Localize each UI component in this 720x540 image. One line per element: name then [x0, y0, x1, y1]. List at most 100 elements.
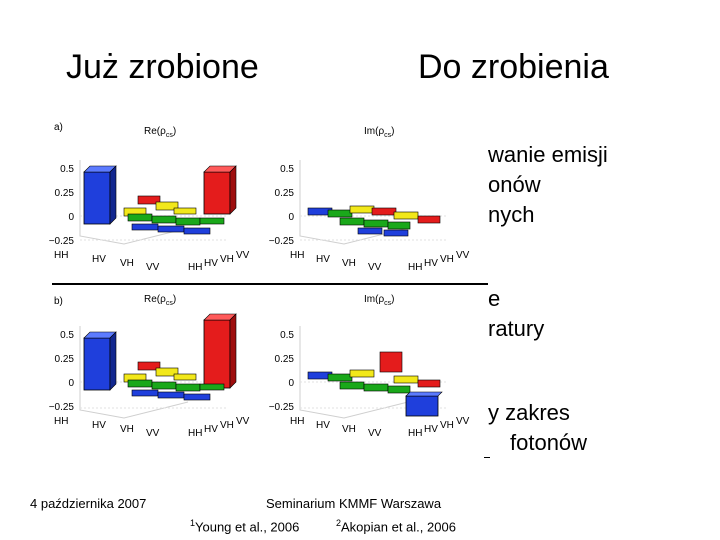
heading-todo: Do zrobienia — [418, 48, 609, 86]
figure-b-im-tick: −0.25 — [269, 402, 295, 413]
figure-a-re-tick: −0.25 — [49, 236, 75, 247]
figure-a-re-axis-label: HV — [92, 254, 106, 265]
bar-blue-side — [109, 331, 117, 391]
figure-b-re-tick: 0.5 — [60, 330, 74, 341]
figure-a-re-axis-label: HH — [54, 250, 68, 261]
bar-blue-small — [183, 393, 211, 401]
bar-red-side — [229, 313, 237, 389]
bar-red — [203, 319, 231, 389]
figure-b-re-axis-label: HH — [54, 416, 68, 427]
right-text-line-4: e — [488, 286, 501, 311]
bar-yellow — [173, 373, 197, 381]
bar-green — [151, 215, 177, 224]
figure-b-re-axis-label: VH — [120, 424, 134, 435]
figure-a-im-tick: 0.5 — [280, 164, 294, 175]
bar-blue-small — [131, 223, 159, 231]
figure-b-im-tick: 0.5 — [280, 330, 294, 341]
figure-a-re-axis-label: VV — [146, 262, 160, 273]
figure-b-re-depth-label: HV — [204, 424, 218, 435]
bar-green — [339, 381, 365, 390]
figure-a-re-axis-label: VH — [120, 258, 134, 269]
bar-blue — [83, 337, 111, 391]
figure-b-re-depth-label: VV — [236, 416, 250, 427]
footer-ref-1: 1Young et al., 2006 — [190, 518, 300, 535]
figure-b-im-title: Im(ρcs) — [364, 294, 394, 307]
bar-yellow — [349, 205, 375, 214]
figure-b-re-plot: 0.5 0.25 0 −0.25 HH HV VH VV HH — [49, 313, 250, 439]
figure-a-im-tick: 0 — [288, 212, 294, 223]
figure-b-im-axis-label: HH — [290, 416, 304, 427]
figure-b-re-tick: −0.25 — [49, 402, 75, 413]
bar-blue — [405, 395, 439, 417]
right-text-line-6: y zakres — [488, 400, 570, 425]
bar-blue — [83, 171, 111, 225]
bar-green — [127, 379, 153, 388]
bar-green — [199, 383, 225, 391]
bar-green — [339, 217, 365, 226]
small-dash — [484, 457, 490, 458]
figure-divider — [52, 283, 488, 285]
figure-a-im-title: Im(ρcs) — [364, 126, 394, 139]
bar-green — [327, 209, 353, 218]
bar-red-small — [417, 379, 441, 388]
figure-a-im-depth-label: VH — [440, 254, 454, 265]
figure-b-re-tick: 0 — [68, 378, 74, 389]
figure-b-svg: b) Re(ρcs) Im(ρcs) 0.5 0.25 0 −0.25 — [49, 294, 470, 439]
bar-red-small — [379, 351, 403, 373]
right-text-line-5: ratury — [488, 316, 545, 341]
bar-red-small — [137, 195, 161, 205]
right-text-line-7: fotonów — [510, 430, 588, 455]
figure-a-re-depth-label: VH — [220, 254, 234, 265]
bar-green — [387, 221, 411, 230]
figure-b-im-depth-label: VV — [456, 416, 470, 427]
figure-b-im-tick: 0.25 — [275, 354, 295, 365]
figure-a-im-plot: 0.5 0.25 0 −0.25 HH HV VH VV HH HV VH VV — [269, 160, 470, 273]
bar-blue-small — [183, 227, 211, 235]
bar-green — [387, 385, 411, 394]
footer-seminar: Seminarium KMMF Warszawa — [266, 496, 442, 511]
bar-green — [363, 383, 389, 392]
figure-b-im-depth-label: HH — [408, 428, 422, 439]
figure-b-im-axis-label: VH — [342, 424, 356, 435]
figure-a-im-depth-label: VV — [456, 250, 470, 261]
figure-b-im-axis-label: HV — [316, 420, 330, 431]
figure-a-re-tick: 0.5 — [60, 164, 74, 175]
figure-a-re-plot: 0.5 0.25 0 −0.25 HH HV VH VV HH — [49, 160, 250, 273]
bar-yellow — [155, 367, 179, 377]
figure-a: a) Re(ρcs) Im(ρcs) 0.5 0.25 0 −0.25 — [28, 112, 480, 280]
figure-b-im-depth-label: HV — [424, 424, 438, 435]
figure-b-re-depth-label: VH — [220, 420, 234, 431]
right-text-line-3: nych — [488, 202, 535, 227]
figure-b-re-axis-label: HV — [92, 420, 106, 431]
figure-b-im-tick: 0 — [288, 378, 294, 389]
bar-yellow — [155, 201, 179, 211]
figure-a-svg: a) Re(ρcs) Im(ρcs) 0.5 0.25 0 −0.25 — [49, 122, 470, 273]
right-text-line-1: wanie emisji — [488, 142, 608, 167]
figure-a-im-depth-label: HH — [408, 262, 422, 273]
right-text-line-2: onów — [488, 172, 541, 197]
bar-green — [175, 217, 201, 226]
heading-done: Już zrobione — [66, 48, 259, 86]
bar-blue-small — [131, 389, 159, 397]
footer-date: 4 października 2007 — [30, 496, 147, 511]
bar-yellow — [393, 375, 419, 384]
figure-b-label: b) — [54, 296, 63, 307]
figure-b-re-depth-label: HH — [188, 428, 202, 439]
figure-a-re-tick: 0.25 — [55, 188, 75, 199]
footer-ref-2: 2Akopian et al., 2006 — [336, 518, 456, 535]
bar-red — [203, 171, 231, 215]
figure-b-re-title: Re(ρcs) — [144, 294, 176, 307]
bar-yellow — [393, 211, 419, 220]
figure-a-im-axis-label: HV — [316, 254, 330, 265]
figure-a-im-tick: 0.25 — [275, 188, 295, 199]
figure-a-im-depth-label: HV — [424, 258, 438, 269]
bar-green — [151, 381, 177, 390]
figure-a-im-axis-label: VV — [368, 262, 382, 273]
bar-red-small — [417, 215, 441, 224]
bar-red-small — [137, 361, 161, 371]
figure-b-im-plot: 0.5 0.25 0 −0.25 HH HV VH VV HH HV VH VV — [269, 326, 470, 439]
figure-a-im-axis-label: HH — [290, 250, 304, 261]
bar-blue-top — [405, 391, 443, 397]
bar-blue-small — [157, 225, 185, 233]
bar-green — [363, 219, 389, 228]
